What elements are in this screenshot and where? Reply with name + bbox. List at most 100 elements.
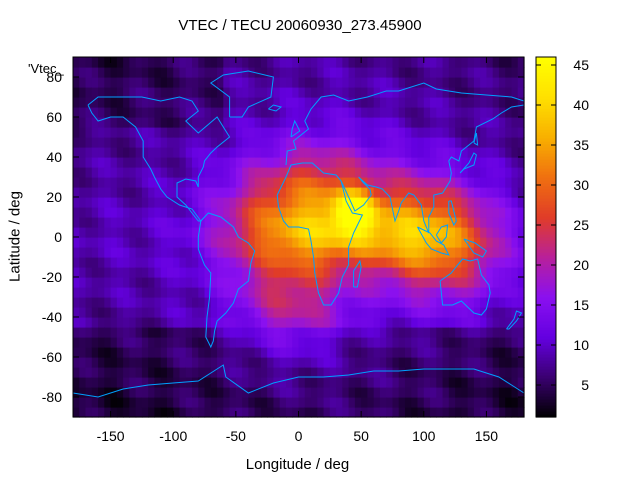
heatmap-cell: [467, 227, 475, 238]
heatmap-cell: [505, 267, 513, 278]
heatmap-cell: [455, 237, 462, 248]
heatmap-cell: [179, 187, 187, 198]
heatmap-cell: [104, 377, 112, 388]
heatmap-cell: [254, 357, 262, 368]
heatmap-cell: [329, 247, 337, 258]
heatmap-cell: [386, 197, 394, 208]
heatmap-cell: [279, 397, 287, 408]
heatmap-cell: [217, 307, 224, 318]
heatmap-cell: [285, 407, 293, 418]
heatmap-cell: [223, 137, 231, 148]
heatmap-cell: [254, 367, 262, 378]
heatmap-cell: [480, 227, 488, 238]
heatmap-cell: [217, 207, 224, 218]
heatmap-cell: [304, 277, 312, 288]
heatmap-cell: [486, 77, 494, 88]
heatmap-cell: [173, 367, 181, 378]
heatmap-cell: [79, 197, 87, 208]
colorbar-segment: [536, 120, 556, 124]
heatmap-cell: [354, 327, 362, 338]
heatmap-cell: [379, 127, 387, 138]
heatmap-cell: [285, 107, 293, 118]
x-tick-label: -100: [159, 428, 187, 444]
heatmap-cell: [217, 57, 224, 68]
heatmap-cell: [354, 307, 362, 318]
heatmap-cell: [198, 57, 206, 68]
heatmap-cell: [423, 87, 431, 98]
heatmap-cell: [91, 117, 99, 128]
heatmap-cell: [480, 197, 488, 208]
heatmap-cell: [455, 67, 462, 78]
heatmap-cell: [354, 407, 362, 418]
heatmap-cell: [179, 407, 187, 418]
heatmap-cell: [198, 337, 206, 348]
heatmap-cell: [85, 387, 93, 398]
heatmap-cell: [73, 337, 80, 348]
heatmap-cell: [398, 297, 406, 308]
heatmap-cell: [292, 307, 300, 318]
heatmap-cell: [198, 127, 206, 138]
colorbar-segment: [536, 240, 556, 244]
heatmap-cell: [254, 297, 262, 308]
heatmap-cell: [135, 157, 143, 168]
heatmap-cell: [323, 77, 331, 88]
heatmap-cell: [223, 407, 231, 418]
heatmap-cell: [386, 267, 394, 278]
heatmap-cell: [498, 227, 506, 238]
heatmap-cell: [73, 307, 80, 318]
heatmap-cell: [480, 147, 488, 158]
heatmap-cell: [267, 177, 275, 188]
heatmap-cell: [173, 127, 181, 138]
heatmap-cell: [91, 87, 99, 98]
heatmap-cell: [329, 227, 337, 238]
heatmap-cell: [379, 207, 387, 218]
heatmap-cell: [336, 257, 343, 268]
heatmap-cell: [198, 307, 206, 318]
heatmap-cell: [430, 177, 437, 188]
heatmap-cell: [467, 137, 475, 148]
heatmap-cell: [473, 177, 481, 188]
heatmap-cell: [285, 87, 293, 98]
heatmap-cell: [373, 227, 381, 238]
heatmap-cell: [492, 357, 500, 368]
heatmap-cell: [386, 377, 394, 388]
heatmap-cell: [91, 337, 99, 348]
heatmap-cell: [298, 317, 306, 328]
heatmap-cell: [411, 157, 419, 168]
heatmap-cell: [217, 137, 224, 148]
heatmap-cell: [173, 217, 181, 228]
heatmap-cell: [148, 107, 156, 118]
heatmap-cell: [229, 57, 237, 68]
heatmap-cell: [166, 117, 174, 128]
heatmap-cell: [486, 117, 494, 128]
heatmap-cell: [367, 157, 375, 168]
heatmap-cell: [210, 367, 218, 378]
heatmap-cell: [311, 397, 318, 408]
heatmap-cell: [430, 127, 437, 138]
heatmap-cell: [336, 317, 343, 328]
heatmap-cell: [304, 197, 312, 208]
heatmap-cell: [498, 387, 506, 398]
heatmap-cell: [467, 367, 475, 378]
heatmap-cell: [423, 127, 431, 138]
heatmap-cell: [116, 167, 124, 178]
heatmap-cell: [79, 97, 87, 108]
coastline: [197, 212, 256, 349]
heatmap-cell: [486, 187, 494, 198]
heatmap-cell: [361, 77, 368, 88]
heatmap-cell: [467, 247, 475, 258]
heatmap-cell: [98, 247, 105, 258]
heatmap-cell: [123, 297, 130, 308]
heatmap-cell: [455, 307, 462, 318]
heatmap-cell: [273, 287, 281, 298]
heatmap-cell: [455, 227, 462, 238]
heatmap-cell: [166, 287, 174, 298]
heatmap-cell: [110, 377, 118, 388]
heatmap-cell: [436, 267, 444, 278]
heatmap-cell: [110, 197, 118, 208]
heatmap-cell: [492, 97, 500, 108]
heatmap-cell: [273, 387, 281, 398]
heatmap-cell: [373, 297, 381, 308]
heatmap-cell: [467, 167, 475, 178]
heatmap-cell: [223, 67, 231, 78]
